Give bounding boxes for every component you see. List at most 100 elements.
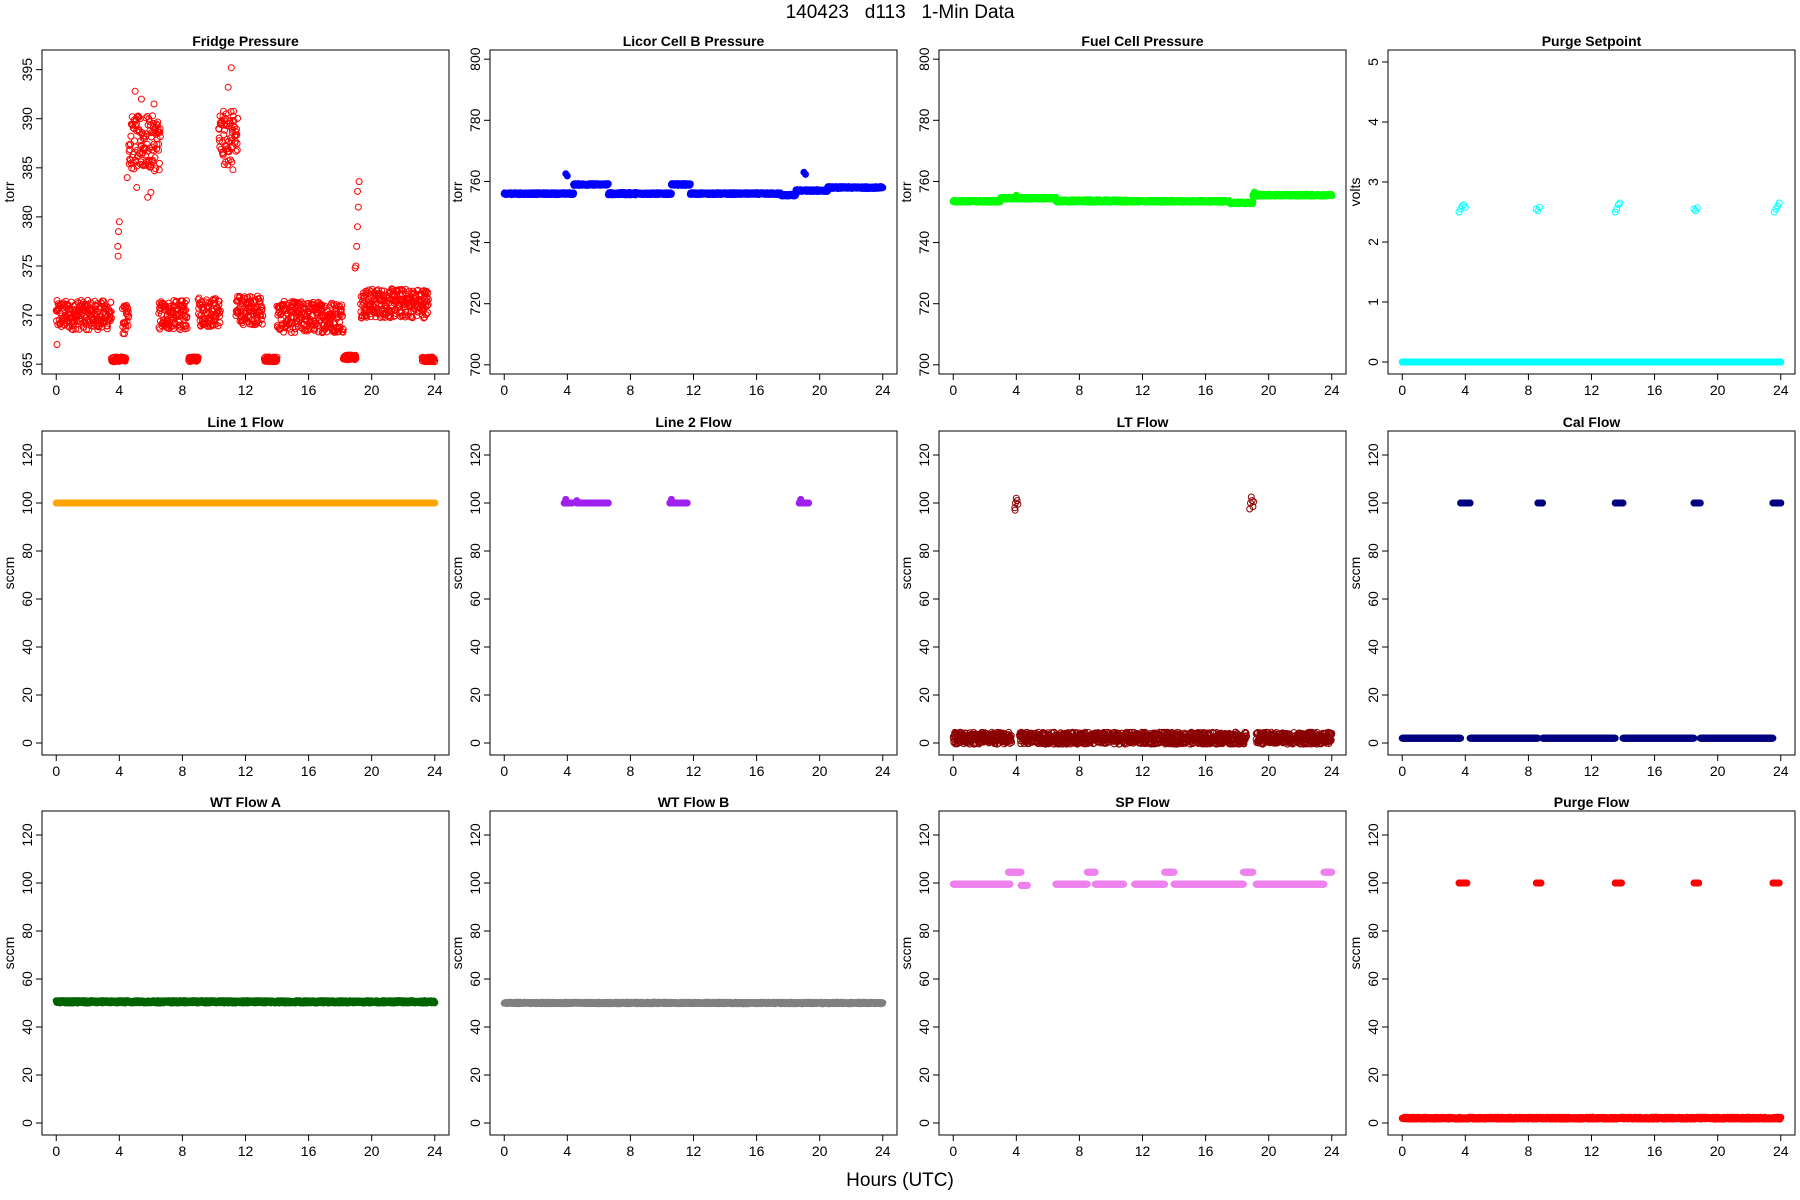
x-tick-label: 20 [364, 382, 380, 398]
data-point [879, 184, 887, 192]
data-point [229, 166, 237, 174]
data-point [155, 146, 162, 154]
y-tick-label: 760 [916, 170, 932, 194]
y-tick-label: 780 [467, 108, 483, 132]
data-point [402, 308, 410, 316]
y-tick-label: 5 [1365, 58, 1381, 66]
data-point [338, 301, 346, 309]
x-tick-label: 0 [52, 382, 60, 398]
data-point [115, 228, 122, 236]
x-tick-label: 24 [1773, 382, 1789, 398]
data-point [107, 314, 115, 322]
y-axis-label: volts [1347, 178, 1363, 207]
data-point [408, 314, 416, 322]
data-point [354, 223, 361, 231]
data-point [249, 321, 256, 329]
data-point [234, 293, 242, 300]
data-point [77, 297, 85, 304]
y-tick-label: 720 [467, 292, 483, 316]
data-point [248, 320, 256, 328]
data-point [257, 316, 265, 323]
data-point [339, 328, 347, 336]
data-point [424, 301, 432, 309]
y-tick-label: 4 [1365, 118, 1381, 126]
x-tick-label: 12 [1584, 382, 1600, 398]
data-point [1012, 191, 1020, 199]
data-point [123, 174, 131, 182]
data-point [388, 307, 395, 315]
data-point [402, 285, 410, 293]
data-point [337, 308, 345, 316]
data-point [124, 304, 132, 312]
data-point [335, 327, 343, 335]
data-point [216, 319, 224, 327]
y-tick-label: 385 [19, 156, 35, 180]
data-point [150, 100, 158, 108]
data-point [315, 328, 322, 336]
data-point [131, 87, 139, 95]
data-point [215, 297, 223, 305]
y-axis-label: torr [1, 181, 17, 202]
data-point [604, 180, 612, 188]
data-point [105, 316, 113, 324]
data-point [158, 320, 166, 328]
data-point [227, 64, 235, 72]
data-point [131, 137, 139, 145]
data-point [353, 242, 361, 250]
data-point [182, 306, 190, 314]
x-tick-label: 20 [1261, 382, 1277, 398]
y-tick-label: 3 [1365, 178, 1381, 186]
y-tick-label: 700 [916, 353, 932, 377]
x-tick-label: 8 [1525, 382, 1533, 398]
data-point [182, 321, 190, 329]
data-point [215, 301, 223, 309]
x-tick-label: 0 [500, 382, 508, 398]
data-point [212, 320, 220, 328]
data-point [351, 264, 359, 272]
data-point [107, 298, 115, 306]
data-point [570, 189, 578, 197]
data-point [103, 325, 111, 333]
data-point [194, 356, 202, 364]
data-point [408, 313, 416, 321]
data-point [291, 328, 299, 336]
data-point [91, 297, 99, 305]
x-tick-label: 24 [427, 382, 443, 398]
data-point [206, 300, 214, 308]
panel-title: Licor Cell B Pressure [623, 33, 765, 49]
y-tick-label: 760 [467, 170, 483, 194]
x-tick-label: 4 [1461, 382, 1469, 398]
y-tick-label: 700 [467, 353, 483, 377]
y-tick-label: 740 [916, 231, 932, 255]
data-point [91, 310, 98, 318]
y-tick-label: 740 [467, 231, 483, 255]
panel-title: Fuel Cell Pressure [1081, 33, 1203, 49]
data-point [355, 178, 363, 186]
data-point [367, 294, 375, 302]
data-point [104, 322, 111, 330]
data-point [114, 242, 122, 250]
data-point [802, 170, 809, 178]
plot-frame [1387, 49, 1796, 375]
y-tick-label: 720 [916, 292, 932, 316]
data-point [259, 312, 267, 320]
data-point [354, 187, 361, 195]
data-point [241, 293, 248, 301]
data-point [82, 326, 90, 334]
y-tick-label: 1 [1365, 298, 1381, 306]
y-tick-label: 395 [19, 58, 35, 82]
x-tick-label: 20 [1710, 382, 1726, 398]
data-point [339, 312, 346, 320]
data-point [183, 324, 191, 332]
data-point [120, 330, 128, 338]
y-axis-label: torr [449, 181, 465, 202]
data-point [326, 320, 334, 327]
data-point [399, 286, 407, 294]
data-point [424, 309, 432, 317]
x-tick-label: 4 [1012, 382, 1020, 398]
